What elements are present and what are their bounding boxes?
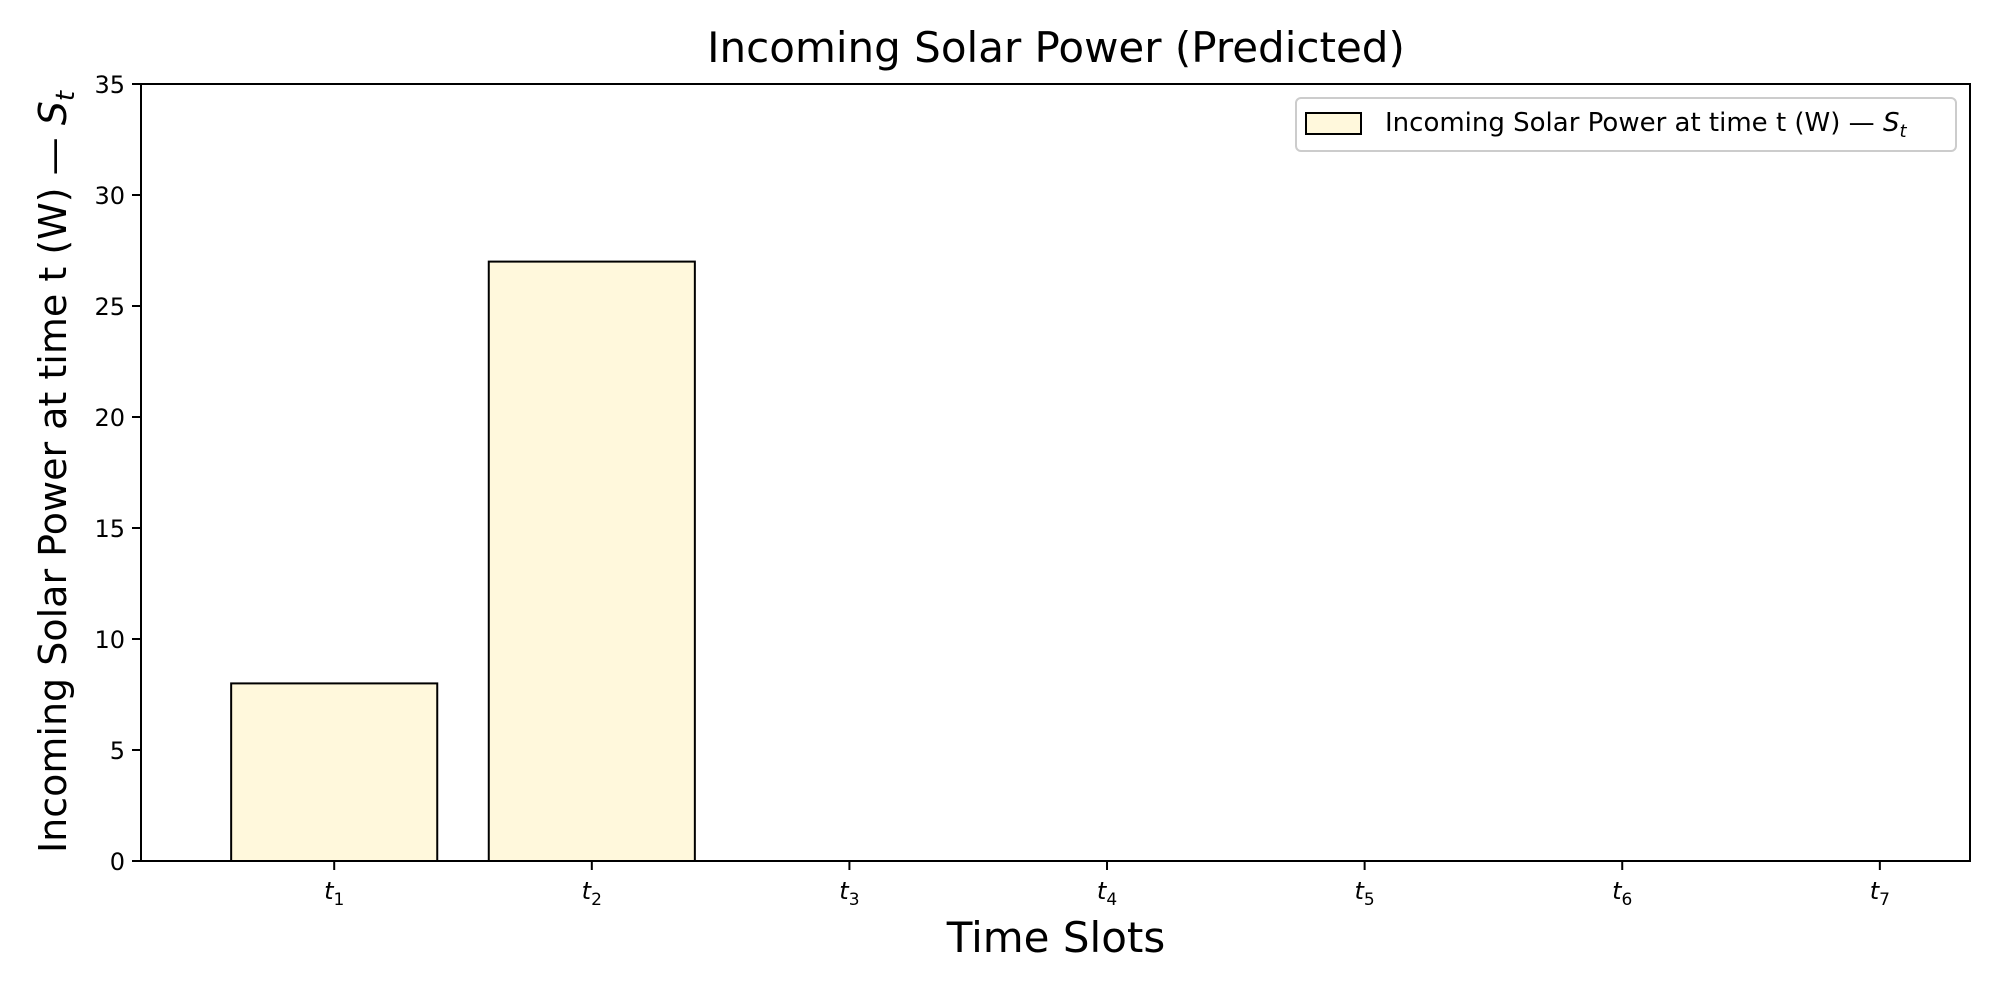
x-tick-label: t2 xyxy=(582,877,602,910)
x-axis-ticks: t1 t2 t3 t4 t5 t6 t7 xyxy=(324,861,1890,910)
legend-box xyxy=(1295,97,1957,152)
legend: Incoming Solar Power at time t (W) — St xyxy=(1295,97,1957,152)
x-tick-label: t5 xyxy=(1355,877,1375,910)
legend-label-symbol: S xyxy=(1883,108,1900,138)
y-axis-label-subscript: t xyxy=(51,90,81,101)
legend-label-subscript: t xyxy=(1899,121,1907,142)
legend-label: Incoming Solar Power at time t (W) — St xyxy=(1385,108,1907,142)
legend-swatch xyxy=(1305,112,1362,135)
legend-label-main: Incoming Solar Power at time t (W) — xyxy=(1385,108,1883,138)
x-tick-label: t6 xyxy=(1612,877,1632,910)
y-tick-label: 0 xyxy=(110,848,125,876)
y-axis-label-symbol: S xyxy=(31,101,75,125)
x-tick-label: t7 xyxy=(1870,877,1890,910)
y-tick-label: 20 xyxy=(94,404,125,432)
plot-frame xyxy=(140,83,1971,862)
x-tick-label: t4 xyxy=(1097,877,1117,910)
x-tick-label: t1 xyxy=(324,877,344,910)
bar-1 xyxy=(230,682,439,863)
y-tick-label: 10 xyxy=(94,626,125,654)
x-axis-label: Time Slots xyxy=(946,913,1166,962)
y-axis-ticks: 0 5 10 15 20 25 30 35 xyxy=(94,71,141,876)
chart-title: Incoming Solar Power (Predicted) xyxy=(707,23,1405,72)
x-tick-label: t3 xyxy=(839,877,859,910)
y-axis-label-main: Incoming Solar Power at time t (W) — xyxy=(31,125,75,853)
y-tick-label: 35 xyxy=(94,71,125,99)
bar-2 xyxy=(487,260,696,863)
y-axis-label: Incoming Solar Power at time t (W) — St xyxy=(31,90,81,853)
y-tick-label: 30 xyxy=(94,182,125,210)
bars-group xyxy=(230,260,696,863)
y-tick-label: 5 xyxy=(110,737,125,765)
y-tick-label: 15 xyxy=(94,515,125,543)
y-tick-label: 25 xyxy=(94,293,125,321)
